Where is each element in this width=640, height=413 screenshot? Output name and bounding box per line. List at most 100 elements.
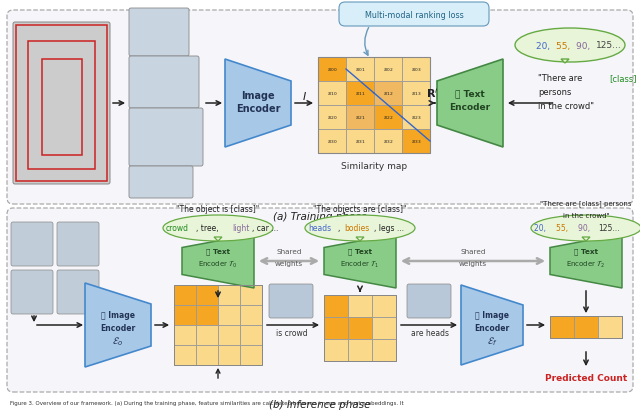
Text: [class]: [class] bbox=[609, 74, 637, 83]
Text: 125...: 125... bbox=[598, 224, 620, 233]
Text: $s_{30}$: $s_{30}$ bbox=[327, 138, 337, 146]
Bar bbox=[372, 317, 396, 339]
Bar bbox=[318, 106, 346, 130]
Text: ,: , bbox=[338, 224, 343, 233]
Polygon shape bbox=[550, 235, 622, 288]
Text: Figure 3. Overview of our framework. (a) During the training phase, feature simi: Figure 3. Overview of our framework. (a)… bbox=[10, 400, 404, 405]
Bar bbox=[318, 58, 346, 82]
Text: Shared: Shared bbox=[276, 248, 301, 254]
Polygon shape bbox=[437, 60, 503, 147]
Bar bbox=[346, 106, 374, 130]
Bar bbox=[550, 316, 574, 338]
Text: Encoder: Encoder bbox=[474, 324, 509, 333]
Bar bbox=[374, 106, 402, 130]
Bar bbox=[196, 325, 218, 345]
Polygon shape bbox=[356, 237, 364, 242]
Text: $s_{03}$: $s_{03}$ bbox=[411, 66, 421, 74]
Bar bbox=[374, 130, 402, 154]
Text: 20,: 20, bbox=[534, 224, 548, 233]
Bar bbox=[174, 285, 262, 365]
Text: crowd: crowd bbox=[166, 224, 189, 233]
Polygon shape bbox=[324, 235, 396, 288]
Text: are heads: are heads bbox=[411, 329, 449, 338]
Bar bbox=[240, 285, 262, 305]
Text: persons: persons bbox=[538, 88, 572, 97]
Polygon shape bbox=[85, 283, 151, 367]
Bar bbox=[346, 58, 374, 82]
Text: 🔒 Image: 🔒 Image bbox=[101, 311, 135, 320]
Text: Encoder: Encoder bbox=[449, 103, 491, 112]
FancyBboxPatch shape bbox=[129, 9, 189, 57]
Text: in the crowd": in the crowd" bbox=[563, 212, 609, 218]
Bar bbox=[240, 345, 262, 365]
Text: weights: weights bbox=[459, 260, 487, 266]
Bar bbox=[402, 106, 430, 130]
Bar bbox=[318, 58, 430, 154]
FancyBboxPatch shape bbox=[11, 223, 53, 266]
Text: Similarity map: Similarity map bbox=[341, 161, 407, 171]
Text: 90,: 90, bbox=[576, 41, 593, 50]
Bar bbox=[174, 325, 196, 345]
Text: 90,: 90, bbox=[578, 224, 593, 233]
Text: $\mathcal{E}_o$: $\mathcal{E}_o$ bbox=[113, 335, 124, 348]
Text: Shared: Shared bbox=[460, 248, 486, 254]
Bar bbox=[324, 295, 348, 317]
Bar bbox=[574, 316, 598, 338]
Text: Encoder $\mathcal{T}_1$: Encoder $\mathcal{T}_1$ bbox=[340, 258, 380, 269]
Text: 🔒 Text: 🔒 Text bbox=[455, 89, 485, 98]
Bar bbox=[218, 345, 240, 365]
Text: Encoder: Encoder bbox=[100, 324, 136, 333]
Text: bodies: bodies bbox=[344, 224, 369, 233]
Text: $s_{21}$: $s_{21}$ bbox=[355, 114, 365, 122]
Text: $s_{01}$: $s_{01}$ bbox=[355, 66, 365, 74]
Text: $s_{11}$: $s_{11}$ bbox=[355, 90, 365, 98]
Text: $I$: $I$ bbox=[301, 90, 307, 102]
Text: (b) Inference phase: (b) Inference phase bbox=[269, 399, 371, 409]
Bar bbox=[346, 82, 374, 106]
FancyBboxPatch shape bbox=[129, 57, 199, 109]
FancyBboxPatch shape bbox=[7, 11, 633, 204]
FancyBboxPatch shape bbox=[129, 166, 193, 199]
Bar bbox=[402, 82, 430, 106]
FancyBboxPatch shape bbox=[11, 271, 53, 314]
Bar bbox=[402, 58, 430, 82]
Text: 🔒 Text: 🔒 Text bbox=[574, 248, 598, 255]
Polygon shape bbox=[582, 237, 590, 242]
Text: $s_{12}$: $s_{12}$ bbox=[383, 90, 393, 98]
Polygon shape bbox=[182, 235, 254, 288]
Text: $s_{10}$: $s_{10}$ bbox=[327, 90, 337, 98]
Bar bbox=[324, 295, 396, 361]
Text: 55,: 55, bbox=[556, 41, 573, 50]
Bar bbox=[218, 285, 240, 305]
Bar bbox=[374, 58, 402, 82]
Text: Image: Image bbox=[241, 91, 275, 101]
Bar bbox=[240, 305, 262, 325]
Text: Multi-modal ranking loss: Multi-modal ranking loss bbox=[365, 10, 463, 19]
Text: Predicted Count: Predicted Count bbox=[545, 373, 627, 382]
Bar bbox=[42, 60, 82, 156]
Text: "There are [class] persons: "There are [class] persons bbox=[540, 200, 632, 207]
FancyBboxPatch shape bbox=[339, 3, 489, 27]
Bar bbox=[324, 317, 348, 339]
Bar bbox=[324, 339, 348, 361]
Text: $s_{22}$: $s_{22}$ bbox=[383, 114, 393, 122]
Ellipse shape bbox=[531, 216, 640, 242]
Text: 🔒 Text: 🔒 Text bbox=[348, 248, 372, 255]
Ellipse shape bbox=[305, 216, 415, 242]
Bar bbox=[28, 42, 95, 170]
Polygon shape bbox=[214, 237, 222, 242]
Text: $s_{02}$: $s_{02}$ bbox=[383, 66, 393, 74]
Polygon shape bbox=[561, 60, 569, 64]
Text: Encoder: Encoder bbox=[236, 104, 280, 114]
Text: Encoder $\mathcal{T}_2$: Encoder $\mathcal{T}_2$ bbox=[566, 258, 605, 269]
Bar bbox=[240, 325, 262, 345]
Ellipse shape bbox=[163, 216, 273, 242]
Text: $s_{33}$: $s_{33}$ bbox=[411, 138, 421, 146]
Text: weights: weights bbox=[275, 260, 303, 266]
Bar bbox=[372, 339, 396, 361]
Ellipse shape bbox=[515, 29, 625, 63]
Bar bbox=[598, 316, 622, 338]
Bar bbox=[348, 339, 372, 361]
FancyBboxPatch shape bbox=[407, 284, 451, 318]
FancyBboxPatch shape bbox=[57, 271, 99, 314]
